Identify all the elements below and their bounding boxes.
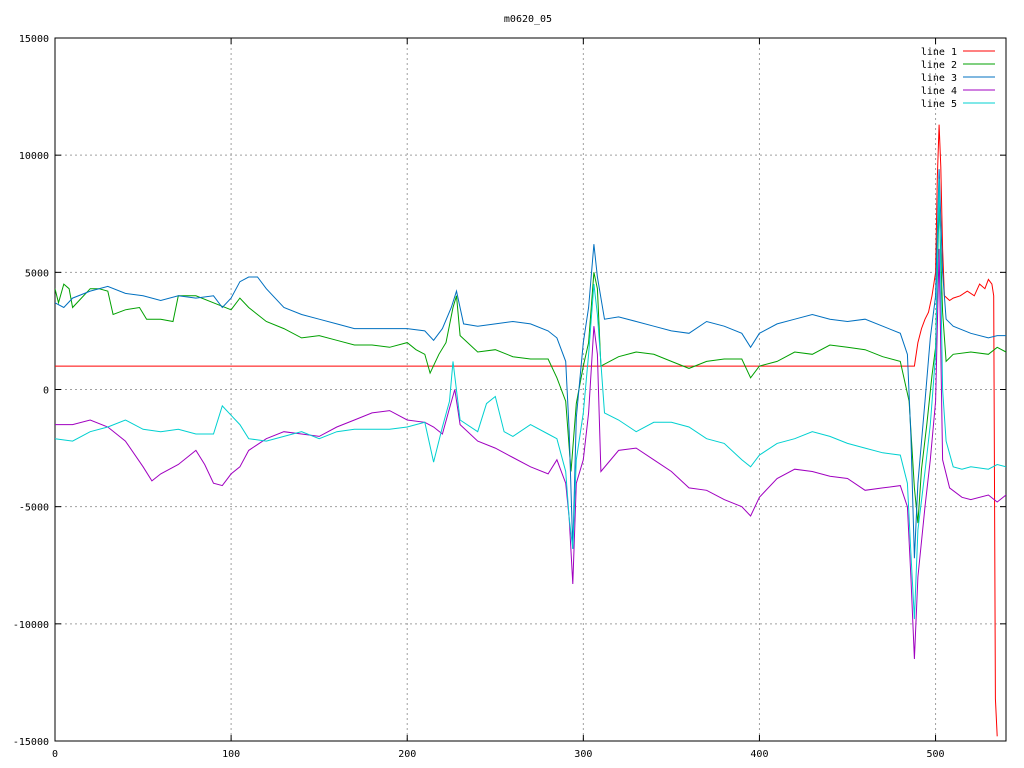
y-tick-label: -10000 [13,620,49,631]
legend: line 1 line 2 line 3 line 4 line 5 [921,47,995,110]
x-tick-label: 400 [750,749,768,760]
legend-label: line 3 [921,73,957,84]
x-tick-label: 300 [574,749,592,760]
y-tick-label: -15000 [13,737,49,748]
x-tick-label: 100 [222,749,240,760]
y-tick-label: 5000 [25,268,49,279]
x-tick-label: 0 [52,749,58,760]
legend-label: line 1 [921,47,957,58]
series-line-4 [55,248,1006,660]
y-tick-label: 15000 [19,34,49,45]
legend-label: line 4 [921,86,957,97]
chart-title: m0620_05 [504,14,552,25]
y-tick-label: 0 [43,386,49,397]
y-tick-label: -5000 [19,503,49,514]
y-tick-label: 10000 [19,151,49,162]
series-line-5 [55,178,1006,620]
legend-label: line 5 [921,99,957,110]
x-tick-label: 200 [398,749,416,760]
series-line-1 [55,124,998,737]
series-layer [55,124,1006,737]
x-tick-label: 500 [927,749,945,760]
legend-label: line 2 [921,60,957,71]
axis-layer: -15000 -10000 -5000 0 5000 10000 15000 0 100 200 3… [13,34,1007,760]
